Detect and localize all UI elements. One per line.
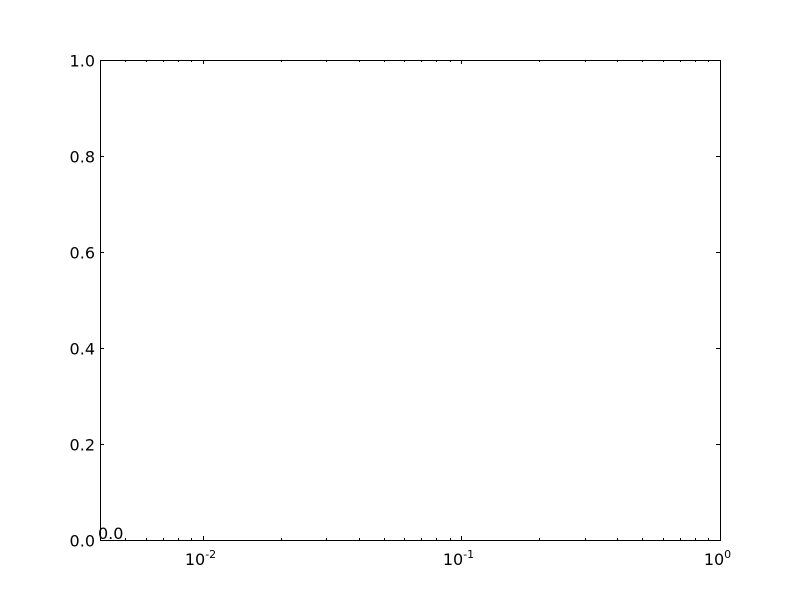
ticks-layer — [100, 60, 721, 541]
y-tick-label: 0.8 — [70, 148, 95, 167]
y-tick-label: 0.6 — [70, 244, 95, 263]
y-tick-label: 0.0 — [70, 532, 95, 551]
plot-area-frame — [100, 60, 721, 541]
x-tick-label: 10-1 — [443, 548, 474, 569]
tick-labels-layer: 10-2 10-1 100 0.0 0.2 0.4 0.6 0.8 1.0 — [70, 52, 732, 570]
y-tick-label: 0.2 — [70, 436, 95, 455]
data-annotation: 0.0 — [98, 524, 123, 543]
y-tick-label: 1.0 — [70, 52, 95, 71]
x-tick-label: 10-2 — [185, 548, 216, 569]
annotations-layer: 0.0 — [98, 524, 123, 543]
x-tick-label: 100 — [704, 548, 731, 569]
y-tick-label: 0.4 — [70, 340, 95, 359]
